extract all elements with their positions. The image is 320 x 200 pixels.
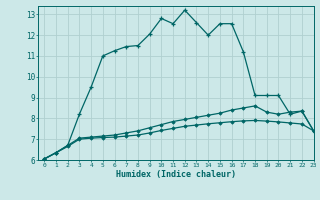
X-axis label: Humidex (Indice chaleur): Humidex (Indice chaleur) bbox=[116, 170, 236, 179]
